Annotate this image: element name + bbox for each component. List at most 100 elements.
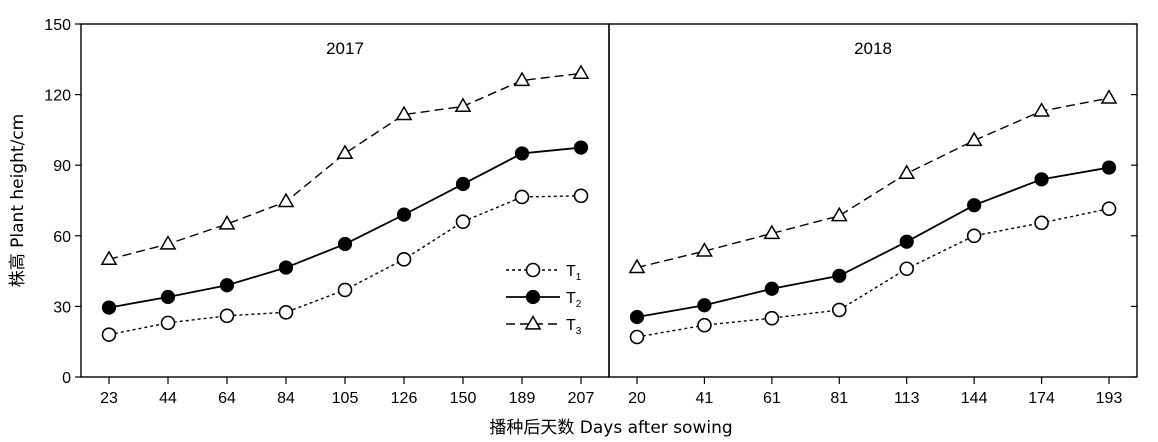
chart-panels: 2017 23 44 64 84 105 126 150 189 207 0 30 60 90 120 150… [44,17,1138,407]
data-point-T1 [629,329,645,345]
x-tick-label: 207 [568,390,595,407]
data-point-T3 [696,242,713,257]
data-point-T2 [629,309,645,325]
series-line-T3 [108,72,582,261]
series-T1-2017 [101,188,589,342]
x-tick-label: 193 [1096,390,1123,407]
data-point-T3 [336,144,354,160]
data-point-T3 [572,64,590,80]
y-tick-label: 0 [62,370,71,387]
x-tick-label: 41 [696,390,714,407]
data-point-T2 [160,289,176,305]
data-point-T1 [831,302,847,318]
series-line-T1 [636,208,1110,338]
x-tick-label: 20 [628,390,646,407]
data-point-T3 [395,105,413,121]
legend-marker [524,314,542,330]
x-tick-label: 174 [1028,390,1055,407]
panel-title: 2017 [326,39,364,58]
data-point-T1 [455,214,471,229]
y-tick-label: 30 [53,299,71,316]
x-tick-label: 150 [450,390,477,407]
data-point-T1 [219,308,235,324]
data-point-T1 [101,327,117,342]
data-point-T2 [219,278,235,293]
data-point-T3 [1100,89,1118,104]
x-tick-label: 64 [218,390,236,407]
data-point-T2 [455,176,471,192]
data-point-T2 [278,260,294,275]
data-point-T1 [160,315,176,331]
legend-item-T3: T3 [506,314,582,337]
x-tick-label: 23 [100,390,118,407]
y-tick-label: 90 [53,158,71,175]
data-point-T2 [101,300,117,315]
data-point-T1 [697,317,712,333]
data-point-T3 [277,192,295,208]
data-point-T1 [1101,201,1117,217]
series-T1-2018 [629,201,1117,345]
panel-2017: 2017 23 44 64 84 105 126 150 189 207 0 30 60 90 120 150 [44,17,610,407]
data-point-T3 [159,235,177,250]
series-line-T1 [108,195,582,336]
x-tick-label: 126 [391,390,418,407]
x-tick-label: 61 [763,390,781,407]
data-point-T1 [764,310,780,326]
x-tick-label: 84 [277,390,295,407]
data-point-T2 [899,234,914,249]
data-point-T2 [832,268,847,283]
data-point-T3 [1033,102,1050,117]
data-point-T1 [966,228,982,244]
data-point-T2 [337,236,353,252]
data-point-T2 [1101,160,1117,175]
data-point-T3 [454,97,472,112]
x-tick-label: 189 [509,390,536,407]
legend-item-T2: T2 [506,289,582,310]
x-tick-label: 81 [830,390,848,407]
x-axis-title: 播种后天数 Days after sowing [489,418,732,438]
data-point-T2 [514,146,530,161]
data-point-T2 [764,281,779,296]
data-point-T3 [965,131,983,147]
legend: T1 T2 T3 [506,262,582,337]
x-tick-label: 105 [332,390,359,407]
data-point-T3 [830,206,848,222]
data-point-T2 [1034,172,1049,187]
y-tick-label: 120 [44,88,71,105]
panel-2018: 2018 20 41 61 81 113 144 174 193 [608,23,1138,407]
data-point-T3 [218,215,236,230]
series-T3-2017 [100,64,590,265]
data-point-T1 [278,304,294,320]
y-axis-title: 株高 Plant height/cm [8,114,28,287]
data-point-T1 [396,252,412,267]
series-line-T3 [636,97,1110,269]
legend-label: T1 [566,263,582,283]
data-point-T2 [967,198,982,213]
data-point-T1 [573,188,589,204]
data-point-T1 [1034,215,1049,231]
data-point-T1 [514,189,530,205]
legend-item-T1: T1 [506,262,582,283]
data-point-T3 [628,258,646,274]
data-point-T1 [899,261,915,277]
x-tick-label: 144 [961,390,988,407]
data-point-T2 [573,140,589,155]
data-point-T1 [337,282,353,298]
series-T2-2017 [101,140,589,315]
data-point-T3 [898,164,916,180]
data-point-T3 [100,250,118,265]
y-tick-label: 60 [53,229,71,246]
x-tick-label: 113 [894,390,920,407]
panel-title: 2018 [854,39,892,58]
legend-marker [525,262,541,278]
data-point-T3 [513,71,531,87]
legend-marker [525,289,541,305]
y-axis-title-text: 株高 Plant height/cm [8,114,28,287]
series-T3-2018 [628,89,1118,274]
data-point-T2 [697,298,712,313]
data-point-T2 [396,207,412,222]
legend-label: T3 [566,317,582,337]
panel-frame [608,23,1138,378]
y-tick-label: 150 [44,17,71,34]
